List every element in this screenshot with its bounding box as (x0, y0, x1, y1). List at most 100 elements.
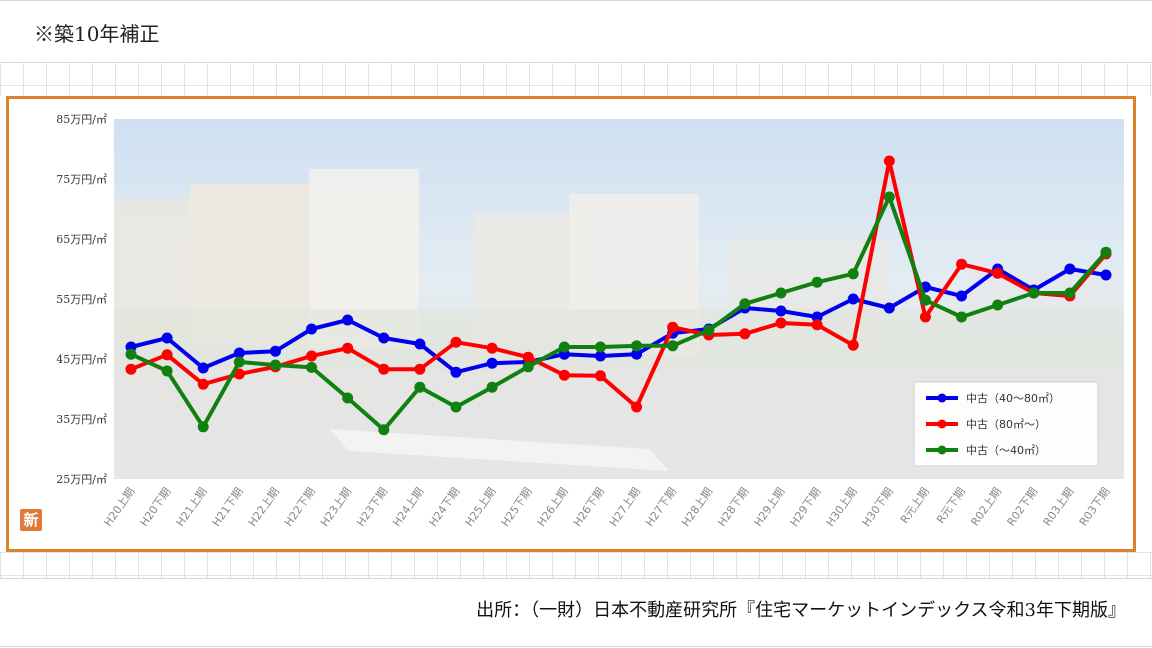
data-point (125, 348, 137, 360)
x-tick-label: R03下期 (1077, 485, 1113, 528)
data-point (919, 311, 931, 323)
data-point (161, 349, 173, 361)
divider-bottom (0, 646, 1152, 647)
data-point (233, 368, 245, 380)
x-tick-label: H24下期 (426, 485, 462, 529)
data-point (306, 350, 318, 362)
legend-label: 中古（80㎡～） (966, 418, 1046, 431)
x-tick-label: H23上期 (318, 485, 354, 529)
data-point (992, 299, 1004, 311)
data-point (161, 332, 173, 344)
data-point (125, 363, 137, 375)
data-point (594, 350, 606, 362)
data-point (414, 363, 426, 375)
y-tick-label: 25万円/㎡ (56, 473, 107, 486)
data-point (883, 155, 895, 167)
data-point (450, 401, 462, 413)
data-point (558, 369, 570, 381)
data-point (342, 392, 354, 404)
x-tick-label: H26上期 (535, 485, 571, 529)
note-text: ※築10年補正 (34, 22, 160, 46)
x-tick-label: H30上期 (824, 485, 860, 529)
data-point (269, 359, 281, 371)
data-point (233, 347, 245, 359)
legend-label: 中古（40～80㎡） (966, 392, 1060, 405)
x-tick-label: H21上期 (174, 485, 210, 529)
data-point (775, 317, 787, 329)
data-point (342, 314, 354, 326)
new-badge-icon: 新 (20, 509, 42, 531)
x-tick-label: H23下期 (354, 485, 390, 529)
data-point (378, 424, 390, 436)
legend-swatch-marker (937, 419, 947, 429)
data-point (486, 357, 498, 369)
data-point (739, 298, 751, 310)
series-2 (125, 191, 1112, 436)
x-tick-label: H28上期 (679, 485, 715, 529)
data-point (956, 258, 968, 270)
x-tick-label: H24上期 (390, 485, 426, 529)
data-point (486, 342, 498, 354)
data-point (342, 342, 354, 354)
x-tick-label: R03上期 (1041, 485, 1077, 528)
divider-top (0, 0, 1152, 1)
data-point (306, 361, 318, 373)
divider-note (0, 62, 1152, 63)
data-point (956, 311, 968, 323)
data-point (739, 328, 751, 340)
data-point (1100, 246, 1112, 258)
data-point (450, 336, 462, 348)
data-point (667, 340, 679, 352)
grid-band-bottom (0, 552, 1152, 578)
x-tick-label: H26下期 (571, 485, 607, 529)
data-point (667, 321, 679, 333)
legend-label: 中古（～40㎡） (966, 444, 1046, 457)
data-point (703, 324, 715, 336)
y-tick-label: 35万円/㎡ (56, 413, 107, 426)
grid-band-top (0, 62, 1152, 96)
x-tick-label: H22下期 (282, 485, 318, 529)
x-tick-label: H28下期 (715, 485, 751, 529)
x-tick-label: R元下期 (934, 485, 968, 526)
y-tick-label: 55万円/㎡ (56, 293, 107, 306)
data-point (378, 332, 390, 344)
legend-swatch-marker (937, 393, 947, 403)
x-tick-label: H30下期 (860, 485, 896, 529)
x-tick-label: H22上期 (246, 485, 282, 529)
x-tick-label: H21下期 (210, 485, 246, 529)
data-point (1064, 287, 1076, 299)
x-tick-label: H25下期 (499, 485, 535, 529)
data-point (558, 341, 570, 353)
legend: 中古（40～80㎡） 中古（80㎡～） 中古（～40㎡） (913, 381, 1099, 467)
data-point (631, 340, 643, 352)
x-tick-label: H25上期 (463, 485, 499, 529)
data-point (775, 305, 787, 317)
data-point (811, 311, 823, 323)
data-point (992, 267, 1004, 279)
data-point (233, 356, 245, 368)
data-point (775, 287, 787, 299)
data-point (161, 365, 173, 377)
data-point (847, 268, 859, 280)
data-point (811, 319, 823, 331)
data-point (306, 323, 318, 335)
data-point (956, 290, 968, 302)
data-point (594, 341, 606, 353)
y-tick-label: 65万円/㎡ (56, 233, 107, 246)
x-tick-label: H29下期 (788, 485, 824, 529)
data-point (594, 370, 606, 382)
data-point (631, 401, 643, 413)
data-point (378, 363, 390, 375)
y-tick-label: 85万円/㎡ (56, 113, 107, 126)
data-point (269, 345, 281, 357)
y-tick-label: 45万円/㎡ (56, 353, 107, 366)
legend-swatch-marker (937, 445, 947, 455)
data-point (1064, 263, 1076, 275)
y-tick-label: 75万円/㎡ (56, 173, 107, 186)
background-photo (114, 119, 1124, 479)
data-point (883, 191, 895, 203)
x-tick-label: H20上期 (101, 485, 137, 529)
data-point (1100, 269, 1112, 281)
divider-source (0, 578, 1152, 579)
data-point (1028, 287, 1040, 299)
